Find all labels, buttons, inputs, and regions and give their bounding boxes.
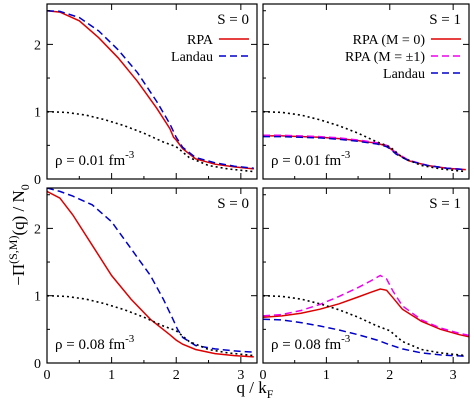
chart-panel-bottom-left: 0 1 2 3 0 1 2 S = 0 ρ = 0.08 fm-3 xyxy=(34,187,258,383)
legend-label: Landau xyxy=(171,50,213,65)
series-line-free-response xyxy=(47,294,254,357)
series-line-rpa-m-0 xyxy=(263,288,469,338)
series-line-rpa xyxy=(47,9,254,170)
x-axis-label: q / kF xyxy=(237,378,274,401)
density-annotation: ρ = 0.01 fm-3 xyxy=(55,149,135,169)
x-tick-label: 0 xyxy=(44,368,51,383)
panel-title: S = 1 xyxy=(429,12,461,28)
legend-label: RPA (M = ±1) xyxy=(345,50,425,65)
density-annotation: ρ = 0.08 fm-3 xyxy=(55,333,135,353)
density-annotation: ρ = 0.08 fm-3 xyxy=(271,333,351,353)
panel-title: S = 0 xyxy=(217,12,249,28)
plot-frame xyxy=(46,3,258,180)
y-tick-label: 1 xyxy=(34,106,41,121)
x-tick-label: 1 xyxy=(323,368,330,383)
plot-frame xyxy=(262,3,470,180)
series-line-landau xyxy=(47,188,254,353)
series-line-free-response xyxy=(263,110,466,173)
density-annotation: ρ = 0.01 fm-3 xyxy=(271,149,351,169)
chart-panel-top-right: S = 1 ρ = 0.01 fm-3 RPA (M = 0) RPA (M = ±1… xyxy=(262,3,470,180)
plot-frame xyxy=(262,187,470,364)
y-tick-label: 1 xyxy=(34,290,41,305)
y-axis-label: −Π(S,M)(q) / N0 xyxy=(6,184,32,286)
x-tick-label: 2 xyxy=(173,368,180,383)
series-line-landau xyxy=(47,9,254,169)
series-line-free-response xyxy=(263,294,466,357)
panel-title: S = 0 xyxy=(217,196,249,212)
series-line-rpa-m-1 xyxy=(263,274,469,337)
x-tick-label: 2 xyxy=(386,368,393,383)
y-tick-label: 2 xyxy=(34,38,41,53)
x-tick-label: 1 xyxy=(108,368,115,383)
y-tick-label: 0 xyxy=(34,173,41,188)
y-tick-label: 2 xyxy=(34,222,41,237)
chart-panels: 0 1 2 S = 0 ρ = 0.01 fm-3 RPA Landau S = 1 ρ = 0… xyxy=(34,3,470,383)
legend-label: RPA xyxy=(187,33,214,48)
series-line-rpa xyxy=(47,190,254,358)
series-line-landau xyxy=(263,318,466,358)
series-line-free-response xyxy=(47,110,254,173)
plot-frame xyxy=(46,187,258,364)
series-line-landau xyxy=(263,135,466,171)
chart-panel-bottom-right: 0 1 2 3 S = 1 ρ = 0.08 fm-3 xyxy=(260,187,470,383)
x-tick-label: 3 xyxy=(450,368,457,383)
panel-title: S = 1 xyxy=(429,196,461,212)
x-tick-label: 3 xyxy=(237,368,244,383)
legend-label: Landau xyxy=(383,67,425,82)
x-tick-label: 0 xyxy=(260,368,267,383)
legend-label: RPA (M = 0) xyxy=(353,33,426,48)
chart-panel-top-left: 0 1 2 S = 0 ρ = 0.01 fm-3 RPA Landau xyxy=(34,3,258,188)
y-tick-label: 0 xyxy=(34,357,41,372)
